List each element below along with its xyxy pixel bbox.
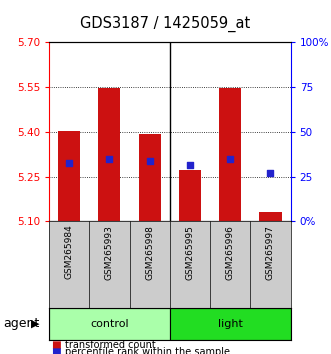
Bar	[179, 170, 201, 221]
Point	[227, 156, 233, 162]
Point	[268, 170, 273, 176]
Text: GSM265997: GSM265997	[266, 225, 275, 280]
Text: light: light	[218, 319, 243, 329]
Bar	[98, 88, 120, 221]
Text: percentile rank within the sample: percentile rank within the sample	[65, 347, 230, 354]
Text: transformed count: transformed count	[65, 340, 156, 350]
Bar	[49, 308, 170, 340]
Text: GSM265996: GSM265996	[226, 225, 235, 280]
Text: GSM265984: GSM265984	[65, 225, 73, 279]
Point	[67, 160, 72, 165]
Bar	[219, 88, 241, 221]
Text: GSM265993: GSM265993	[105, 225, 114, 280]
Text: control: control	[90, 319, 129, 329]
Text: GSM265995: GSM265995	[185, 225, 194, 280]
Bar	[170, 308, 291, 340]
Point	[147, 158, 152, 164]
Text: ■: ■	[51, 340, 60, 350]
Bar	[260, 212, 282, 221]
Text: GDS3187 / 1425059_at: GDS3187 / 1425059_at	[80, 16, 251, 32]
Bar	[139, 134, 161, 221]
Text: agent: agent	[3, 318, 40, 330]
Text: ■: ■	[51, 347, 60, 354]
Point	[107, 156, 112, 162]
Text: ▶: ▶	[31, 319, 40, 329]
Text: GSM265998: GSM265998	[145, 225, 154, 280]
Point	[187, 162, 193, 168]
Bar	[58, 131, 80, 221]
